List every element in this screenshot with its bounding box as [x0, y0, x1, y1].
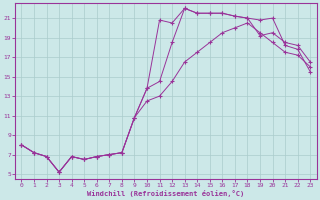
X-axis label: Windchill (Refroidissement éolien,°C): Windchill (Refroidissement éolien,°C): [87, 190, 244, 197]
